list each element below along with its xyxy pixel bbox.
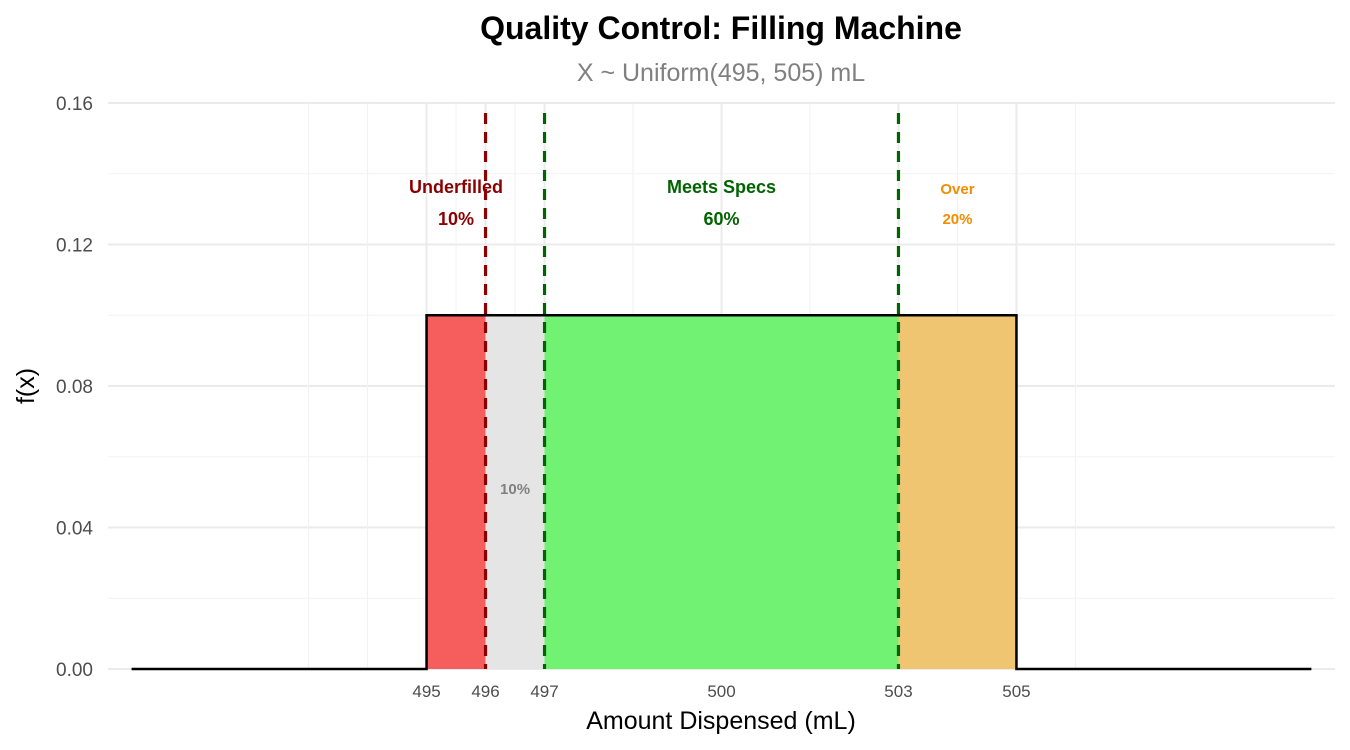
annotation-2: Meets Specs (667, 177, 776, 197)
density-line (131, 314, 1312, 671)
annotation-1: 10% (438, 209, 474, 229)
threshold-lines (483, 113, 901, 669)
chart-title: Quality Control: Filling Machine (480, 10, 962, 46)
x-axis-title: Amount Dispensed (mL) (586, 707, 856, 735)
x-axis-ticks: 495 496 497 500 503 505 (412, 682, 1030, 701)
annotation-6: 10% (500, 481, 530, 498)
region-503-505 (898, 315, 1017, 669)
annotations: Underfilled 10% Meets Specs 60% Over 20% 10% (409, 177, 975, 498)
region-496-497 (485, 315, 545, 669)
annotation-3: 60% (703, 209, 739, 229)
chart-subtitle: X ~ Uniform(495, 505) mL (577, 59, 865, 87)
y-axis-title: f(x) (12, 368, 40, 404)
annotation-4: Over (940, 181, 974, 198)
annotation-0: Underfilled (409, 177, 503, 197)
y-axis-ticks: 0.00 0.04 0.08 0.12 0.16 (56, 94, 93, 681)
probability-regions (426, 315, 1017, 669)
y-tick-label: 0.04 (56, 519, 93, 540)
region-495-496 (426, 315, 486, 669)
x-tick-label: 505 (1002, 682, 1030, 701)
y-tick-label: 0.00 (56, 660, 93, 681)
x-tick-label: 500 (707, 682, 735, 701)
x-tick-label: 503 (884, 682, 912, 701)
region-497-503 (544, 315, 899, 669)
x-tick-label: 497 (530, 682, 558, 701)
x-tick-label: 495 (412, 682, 440, 701)
y-tick-label: 0.16 (56, 94, 93, 115)
density-curve (131, 314, 1312, 671)
y-tick-label: 0.12 (56, 236, 93, 257)
x-tick-label: 496 (471, 682, 499, 701)
annotation-5: 20% (942, 211, 972, 228)
y-tick-label: 0.08 (56, 377, 93, 398)
